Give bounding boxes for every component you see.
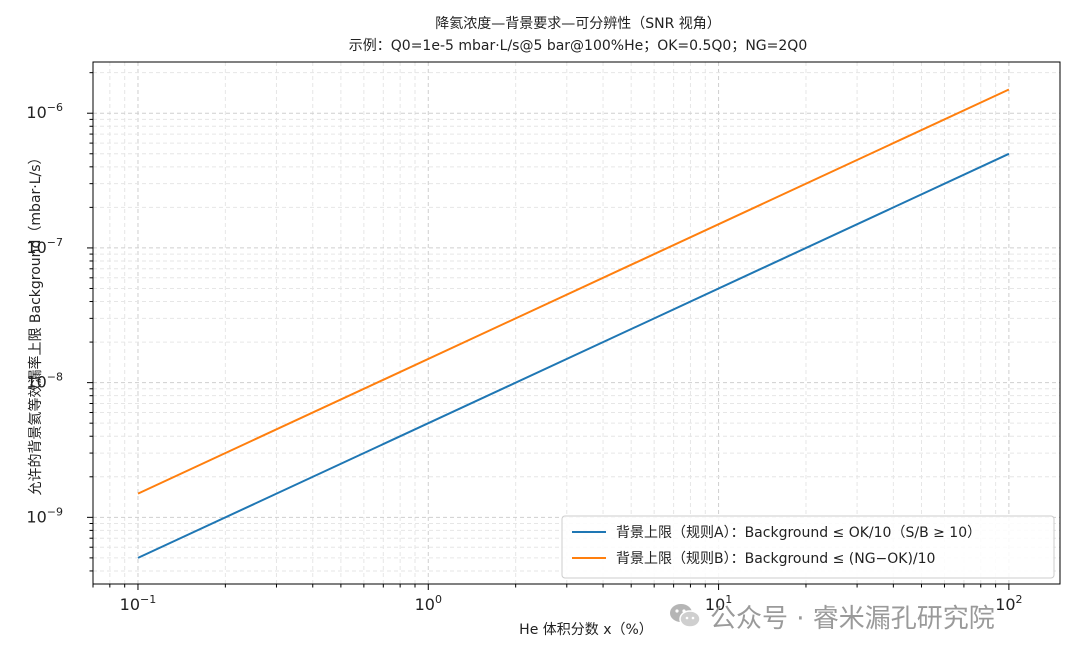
chart-subtitle: 示例：Q0=1e-5 mbar·L/s@5 bar@100%He；OK=0.5Q… [349, 38, 807, 54]
chart-title: 降氦浓度—背景要求—可分辨性（SNR 视角） [435, 16, 721, 32]
x-tick-label: 100 [415, 593, 442, 614]
plot-lines [137, 88, 1010, 559]
x-tick-label: 102 [995, 593, 1022, 614]
legend: 背景上限（规则A）：Background ≤ OK/10（S/B ≥ 10） 背… [561, 515, 1055, 579]
watermark-text: 公众号 · 睿米漏孔研究院 [710, 603, 995, 634]
y-tick-label: 10−6 [26, 101, 63, 122]
legend-label-a: 背景上限（规则A）：Background ≤ OK/10（S/B ≥ 10） [616, 525, 981, 541]
watermark: 公众号 · 睿米漏孔研究院 [668, 596, 995, 636]
legend-box [561, 515, 1055, 579]
y-tick-label: 10−9 [26, 505, 63, 526]
legend-label-b: 背景上限（规则B）：Background ≤ (NG−OK)/10 [616, 551, 935, 567]
series-line-a [137, 152, 1010, 559]
wechat-icon [670, 604, 701, 628]
series-line-b [137, 88, 1010, 495]
grid [92, 62, 1060, 584]
y-axis-label: 允许的背景氦等效漏率上限 Background（mbar·L/s） [27, 150, 44, 495]
plot-frame [92, 61, 1061, 585]
x-tick-label: 10−1 [120, 593, 157, 614]
x-axis-label: He 体积分数 x（%） [519, 622, 653, 638]
